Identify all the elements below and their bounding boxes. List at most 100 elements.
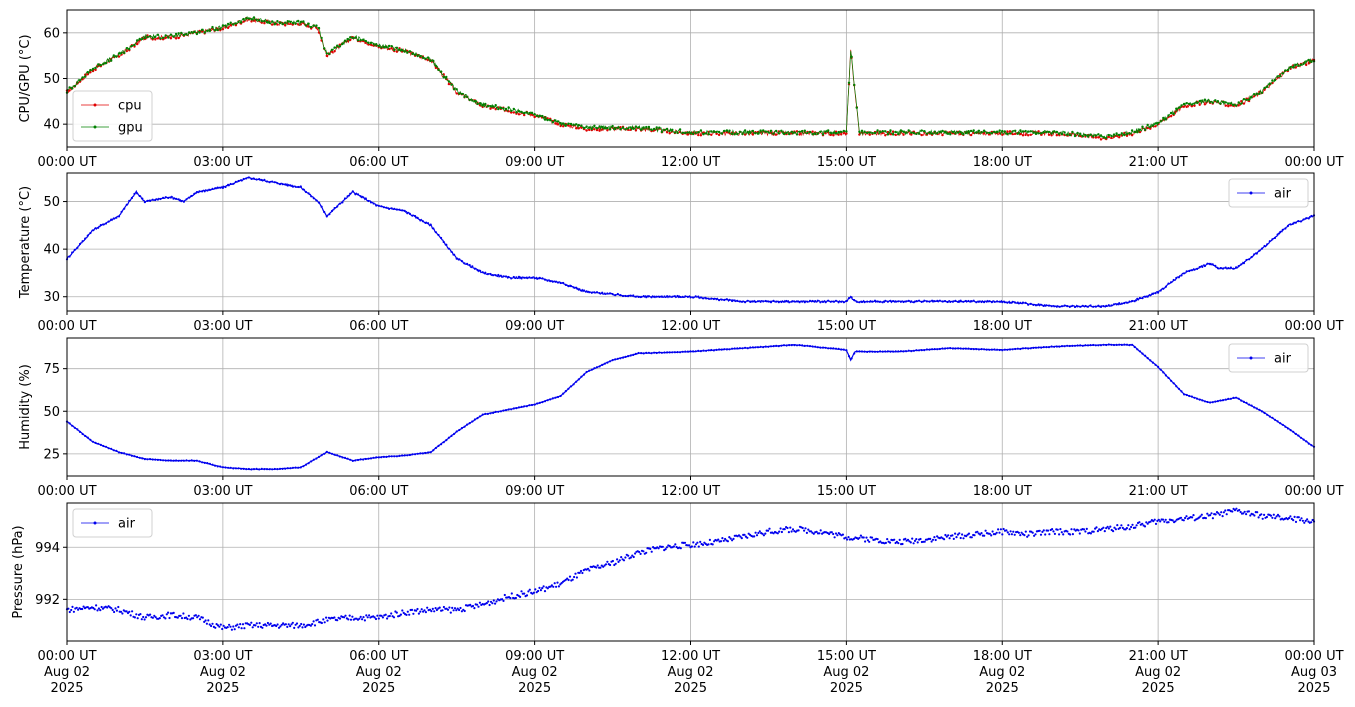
data-point <box>715 348 718 351</box>
data-point <box>455 88 458 91</box>
data-point <box>273 23 276 26</box>
data-point <box>1110 343 1113 346</box>
data-point <box>725 298 729 301</box>
data-point <box>399 613 402 616</box>
data-point <box>1010 533 1014 536</box>
data-point <box>779 527 782 530</box>
data-point <box>1094 134 1098 137</box>
data-point <box>1206 400 1209 404</box>
data-point <box>388 455 391 458</box>
data-point <box>110 218 113 221</box>
data-point <box>322 618 325 621</box>
data-point <box>962 300 965 303</box>
data-point <box>211 622 214 625</box>
data-point <box>281 183 284 186</box>
data-point <box>990 132 994 135</box>
data-point <box>954 132 957 135</box>
data-point <box>1297 64 1300 68</box>
data-point <box>286 184 289 187</box>
data-point <box>546 587 549 590</box>
data-point <box>1107 343 1110 346</box>
data-point <box>494 274 497 277</box>
data-point <box>215 623 218 626</box>
data-point <box>543 278 547 281</box>
data-point <box>1199 515 1202 518</box>
data-point <box>1159 368 1162 371</box>
data-point <box>278 21 282 25</box>
data-point <box>863 350 866 353</box>
data-point <box>1097 133 1100 136</box>
data-point <box>1219 399 1222 402</box>
data-point <box>1089 532 1092 535</box>
data-point <box>328 213 331 216</box>
data-point <box>499 106 503 110</box>
data-point <box>538 401 541 404</box>
data-point <box>1138 521 1141 524</box>
data-point <box>1214 99 1217 102</box>
data-point <box>71 605 74 609</box>
data-point <box>1094 136 1098 139</box>
data-point <box>806 300 809 303</box>
data-point <box>1114 528 1117 531</box>
data-point <box>310 195 313 198</box>
data-point <box>1094 305 1097 308</box>
data-point <box>1154 125 1157 128</box>
data-point <box>790 130 793 133</box>
data-point <box>862 536 865 539</box>
data-point <box>836 534 839 537</box>
data-point <box>517 275 521 278</box>
data-point <box>203 190 206 193</box>
data-point <box>1039 533 1043 536</box>
data-point <box>595 366 599 369</box>
data-point <box>754 132 757 135</box>
data-point <box>590 127 593 131</box>
data-point <box>362 616 365 619</box>
data-point <box>195 459 198 462</box>
data-point <box>666 295 669 298</box>
data-point <box>902 133 905 136</box>
data-point <box>907 299 910 302</box>
data-point <box>1229 104 1233 107</box>
data-point <box>679 351 682 354</box>
data-point <box>567 387 570 390</box>
data-point <box>738 300 742 303</box>
data-point <box>1235 396 1238 399</box>
data-point <box>528 404 531 407</box>
data-point <box>486 412 489 415</box>
data-point <box>1294 221 1297 224</box>
data-point <box>284 24 287 27</box>
data-point <box>187 614 190 617</box>
data-point <box>795 300 799 303</box>
data-point <box>77 608 80 611</box>
data-point <box>460 610 463 613</box>
data-point <box>1097 344 1100 347</box>
data-point <box>577 124 580 127</box>
data-point <box>847 297 851 300</box>
data-point <box>242 467 245 470</box>
legend-label-air: air <box>118 517 136 532</box>
data-point <box>580 124 583 127</box>
data-point <box>1234 104 1238 107</box>
data-point <box>1014 132 1017 135</box>
data-point <box>354 36 357 39</box>
data-point <box>1128 300 1131 303</box>
data-point <box>99 63 103 67</box>
data-point <box>373 616 376 619</box>
data-point <box>193 192 196 195</box>
data-point <box>655 295 658 298</box>
data-point <box>1062 533 1065 536</box>
data-point <box>76 246 79 249</box>
data-point <box>959 347 962 350</box>
data-point <box>450 83 453 86</box>
data-point <box>114 607 117 610</box>
data-point <box>1253 253 1256 256</box>
data-point <box>601 125 604 129</box>
data-point <box>543 590 547 593</box>
data-point <box>1175 276 1178 280</box>
data-point <box>377 617 380 620</box>
data-point <box>1047 130 1051 134</box>
data-point <box>177 36 180 40</box>
data-point <box>180 617 184 620</box>
data-point <box>149 199 152 202</box>
data-point <box>346 37 349 41</box>
